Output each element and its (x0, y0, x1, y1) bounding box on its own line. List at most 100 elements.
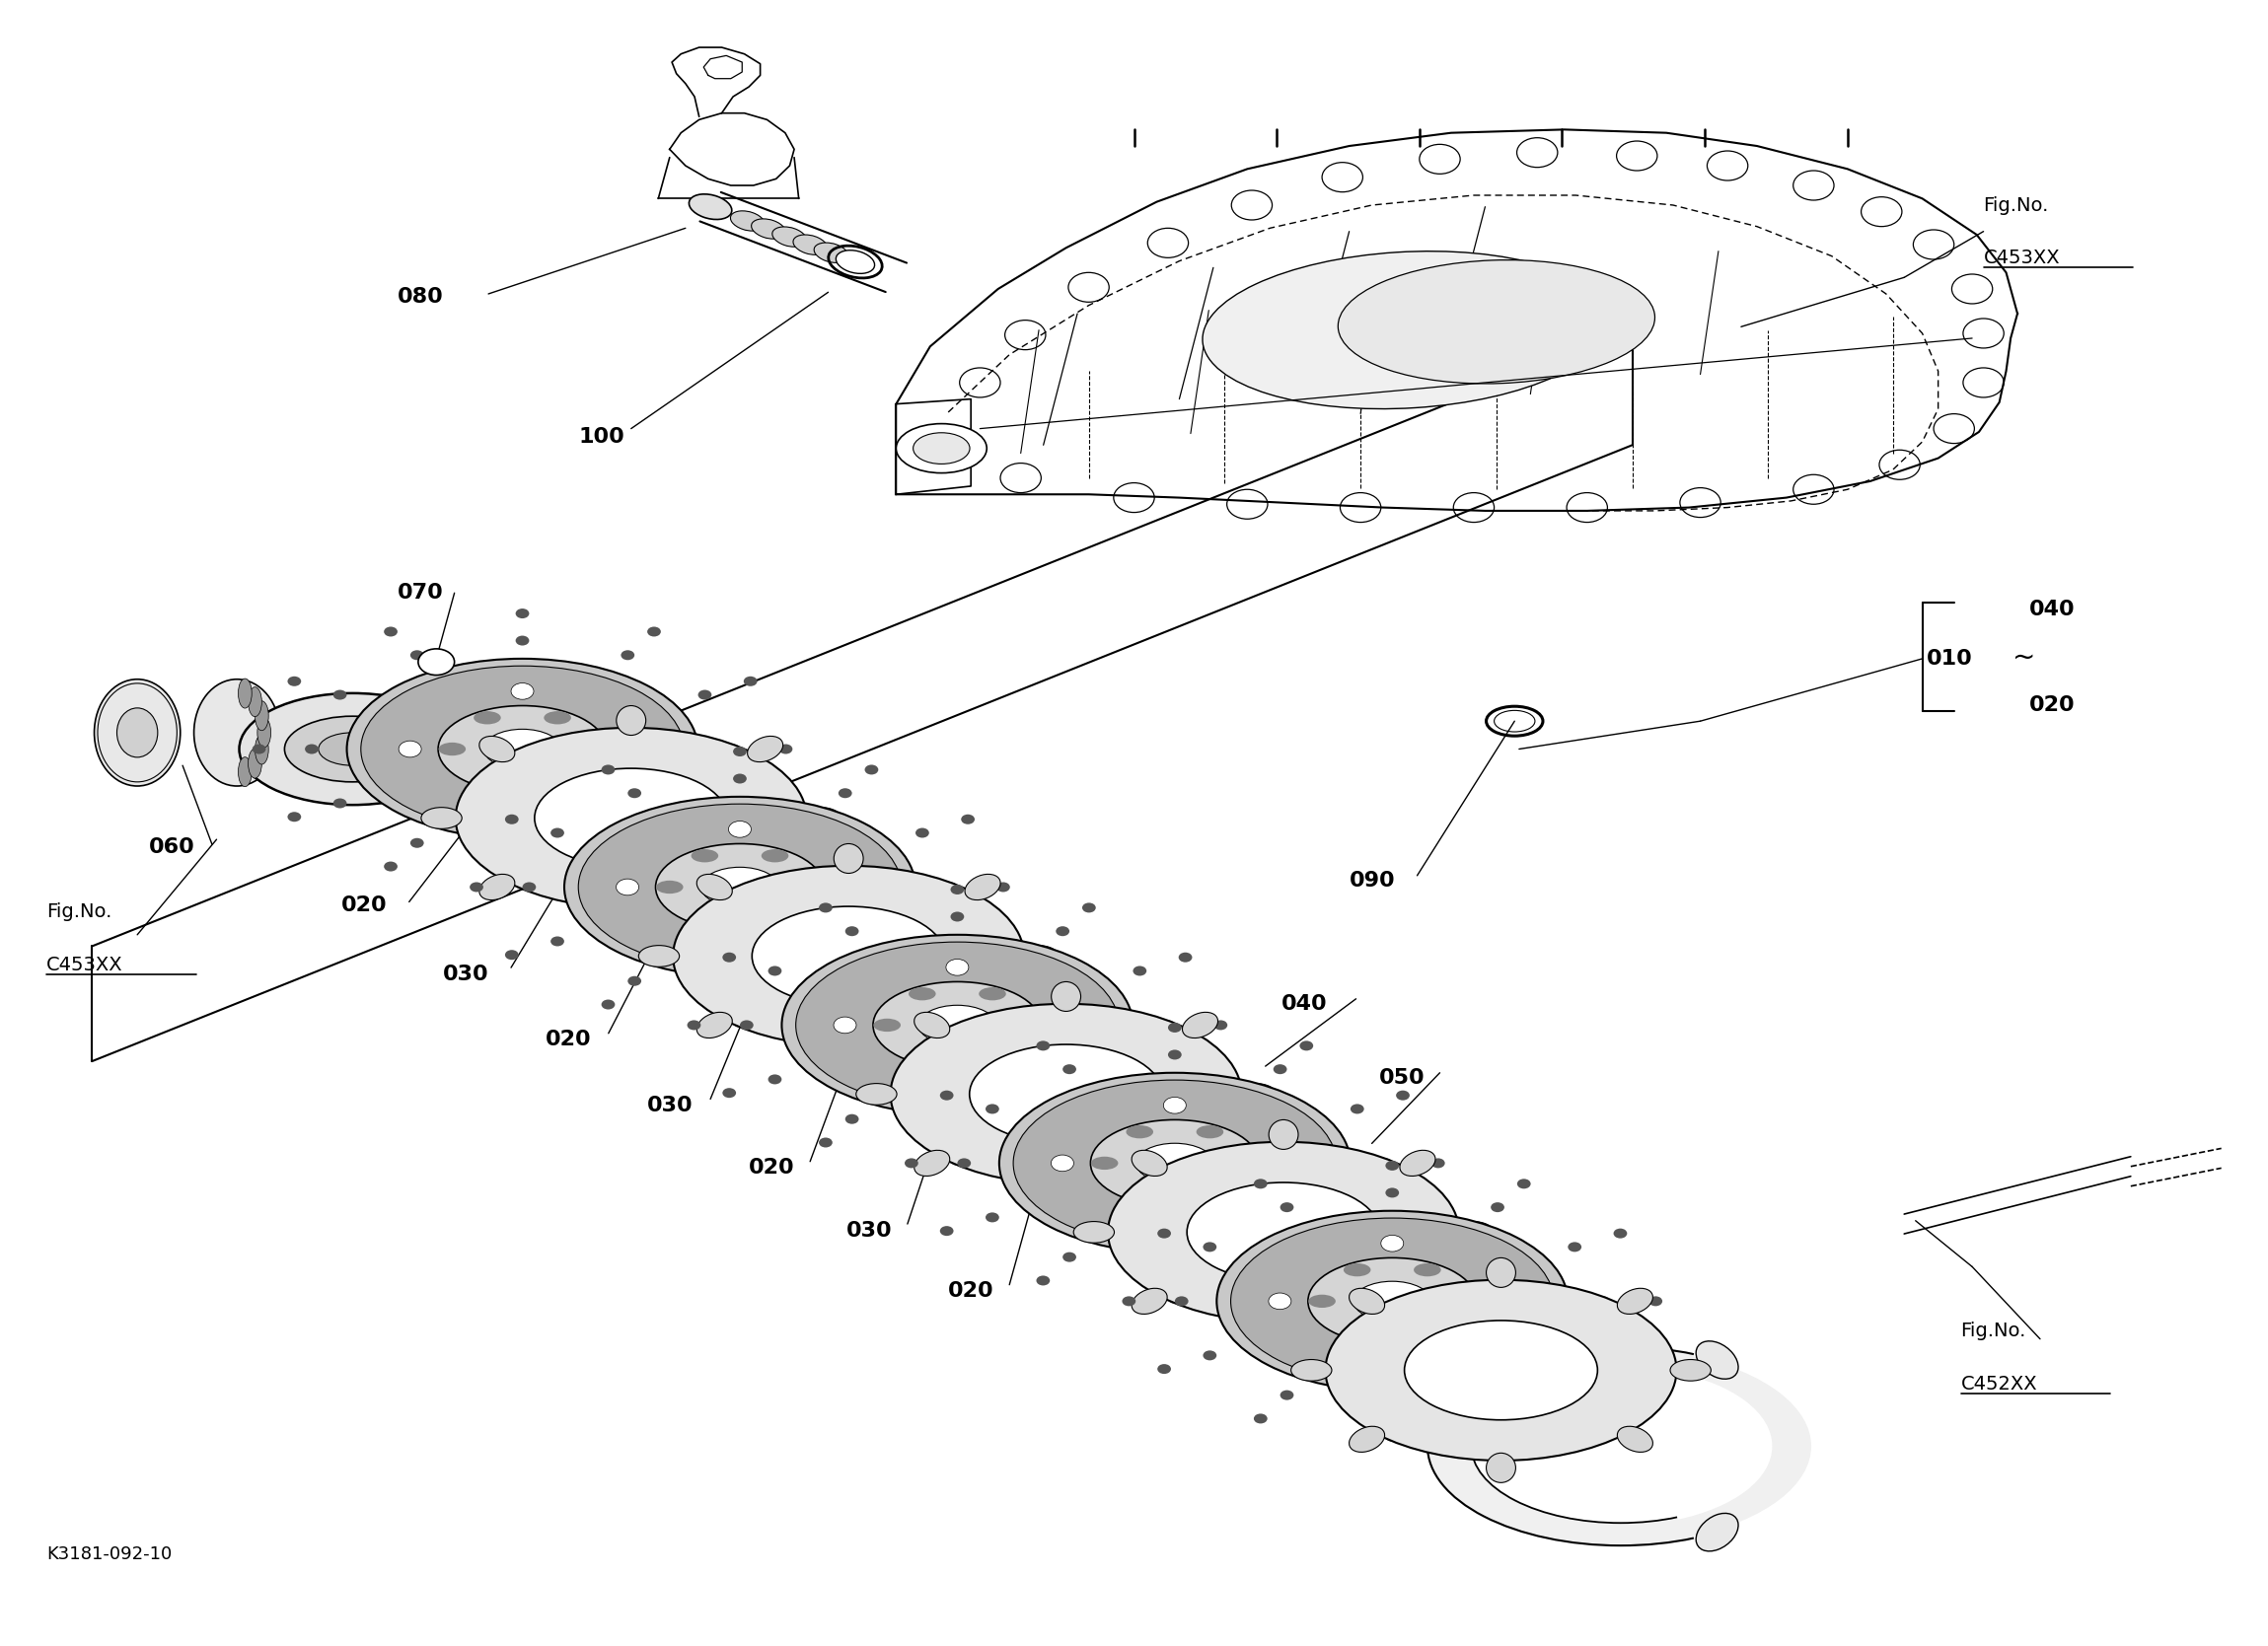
Ellipse shape (1202, 252, 1608, 408)
Circle shape (411, 838, 424, 848)
Ellipse shape (1216, 1211, 1567, 1391)
Ellipse shape (1349, 1427, 1386, 1452)
Circle shape (515, 879, 528, 889)
Ellipse shape (1109, 1142, 1458, 1322)
Ellipse shape (751, 219, 785, 239)
Ellipse shape (701, 867, 778, 907)
Circle shape (1597, 1297, 1610, 1307)
Ellipse shape (1232, 1218, 1554, 1384)
Circle shape (1567, 1350, 1581, 1360)
Circle shape (1168, 1050, 1182, 1060)
Circle shape (1057, 927, 1070, 937)
Ellipse shape (1413, 1327, 1440, 1340)
Circle shape (769, 1075, 782, 1085)
Text: C453XX: C453XX (48, 955, 122, 974)
Circle shape (522, 882, 535, 892)
Circle shape (1179, 953, 1193, 963)
Circle shape (1349, 1213, 1363, 1223)
Text: 060: 060 (150, 838, 195, 858)
Ellipse shape (730, 211, 764, 230)
Ellipse shape (1000, 1073, 1349, 1254)
Text: 020: 020 (544, 1030, 592, 1050)
Ellipse shape (692, 849, 719, 863)
Text: 020: 020 (340, 895, 388, 915)
Circle shape (1213, 1021, 1227, 1030)
Circle shape (939, 1226, 953, 1236)
Circle shape (333, 690, 347, 700)
Ellipse shape (814, 242, 848, 263)
Circle shape (411, 650, 424, 660)
Circle shape (510, 683, 533, 700)
Ellipse shape (771, 227, 807, 247)
Ellipse shape (1132, 1289, 1168, 1314)
Circle shape (846, 1114, 860, 1124)
Text: C453XX: C453XX (1984, 249, 2059, 268)
Circle shape (733, 1017, 746, 1027)
Ellipse shape (347, 658, 699, 839)
Ellipse shape (914, 1151, 950, 1175)
Circle shape (1082, 902, 1095, 912)
Circle shape (1490, 1391, 1504, 1401)
Ellipse shape (748, 736, 782, 762)
Circle shape (987, 1213, 1000, 1223)
Circle shape (1300, 1276, 1313, 1286)
Circle shape (1272, 1065, 1286, 1075)
Circle shape (252, 744, 265, 754)
Text: ~: ~ (2012, 644, 2037, 672)
Circle shape (1175, 1297, 1188, 1307)
Circle shape (621, 650, 635, 660)
Circle shape (728, 821, 751, 838)
Ellipse shape (1195, 1126, 1222, 1139)
Ellipse shape (1404, 1320, 1597, 1420)
Ellipse shape (1309, 1258, 1476, 1345)
Circle shape (383, 627, 397, 637)
Ellipse shape (837, 250, 875, 273)
Ellipse shape (1195, 1188, 1222, 1202)
Ellipse shape (565, 797, 916, 978)
Ellipse shape (256, 718, 270, 747)
Ellipse shape (238, 757, 252, 787)
Ellipse shape (195, 680, 279, 787)
Circle shape (1279, 1202, 1293, 1211)
Circle shape (646, 861, 660, 871)
Ellipse shape (855, 1083, 896, 1104)
Ellipse shape (689, 194, 733, 219)
Ellipse shape (1309, 1295, 1336, 1309)
Circle shape (1490, 1202, 1504, 1211)
Circle shape (1059, 1017, 1082, 1034)
Ellipse shape (1014, 1019, 1041, 1032)
Ellipse shape (474, 774, 501, 787)
Ellipse shape (247, 686, 261, 716)
Ellipse shape (980, 988, 1007, 1001)
Text: K3181-092-10: K3181-092-10 (48, 1546, 172, 1564)
Ellipse shape (748, 874, 782, 900)
Ellipse shape (980, 1050, 1007, 1063)
Ellipse shape (1236, 1083, 1277, 1104)
Circle shape (1277, 1155, 1300, 1172)
Ellipse shape (1454, 1221, 1495, 1243)
Ellipse shape (438, 706, 606, 792)
Ellipse shape (254, 734, 268, 764)
Ellipse shape (1617, 1289, 1653, 1314)
Ellipse shape (968, 1045, 1163, 1144)
Circle shape (1517, 1179, 1531, 1188)
Ellipse shape (479, 874, 515, 900)
Ellipse shape (95, 680, 181, 787)
Text: 020: 020 (948, 1282, 993, 1302)
Circle shape (839, 976, 853, 986)
Circle shape (617, 879, 640, 895)
Circle shape (1134, 1075, 1148, 1085)
Circle shape (950, 884, 964, 894)
Circle shape (1202, 1350, 1216, 1360)
Text: 050: 050 (1379, 1068, 1424, 1088)
Ellipse shape (640, 945, 680, 966)
Circle shape (1567, 1243, 1581, 1253)
Circle shape (1157, 1228, 1170, 1238)
Circle shape (1168, 1022, 1182, 1032)
Circle shape (1179, 1088, 1193, 1098)
Ellipse shape (483, 729, 560, 769)
Ellipse shape (835, 844, 864, 874)
Ellipse shape (1349, 1289, 1386, 1314)
Ellipse shape (422, 808, 463, 828)
Circle shape (1036, 1276, 1050, 1286)
